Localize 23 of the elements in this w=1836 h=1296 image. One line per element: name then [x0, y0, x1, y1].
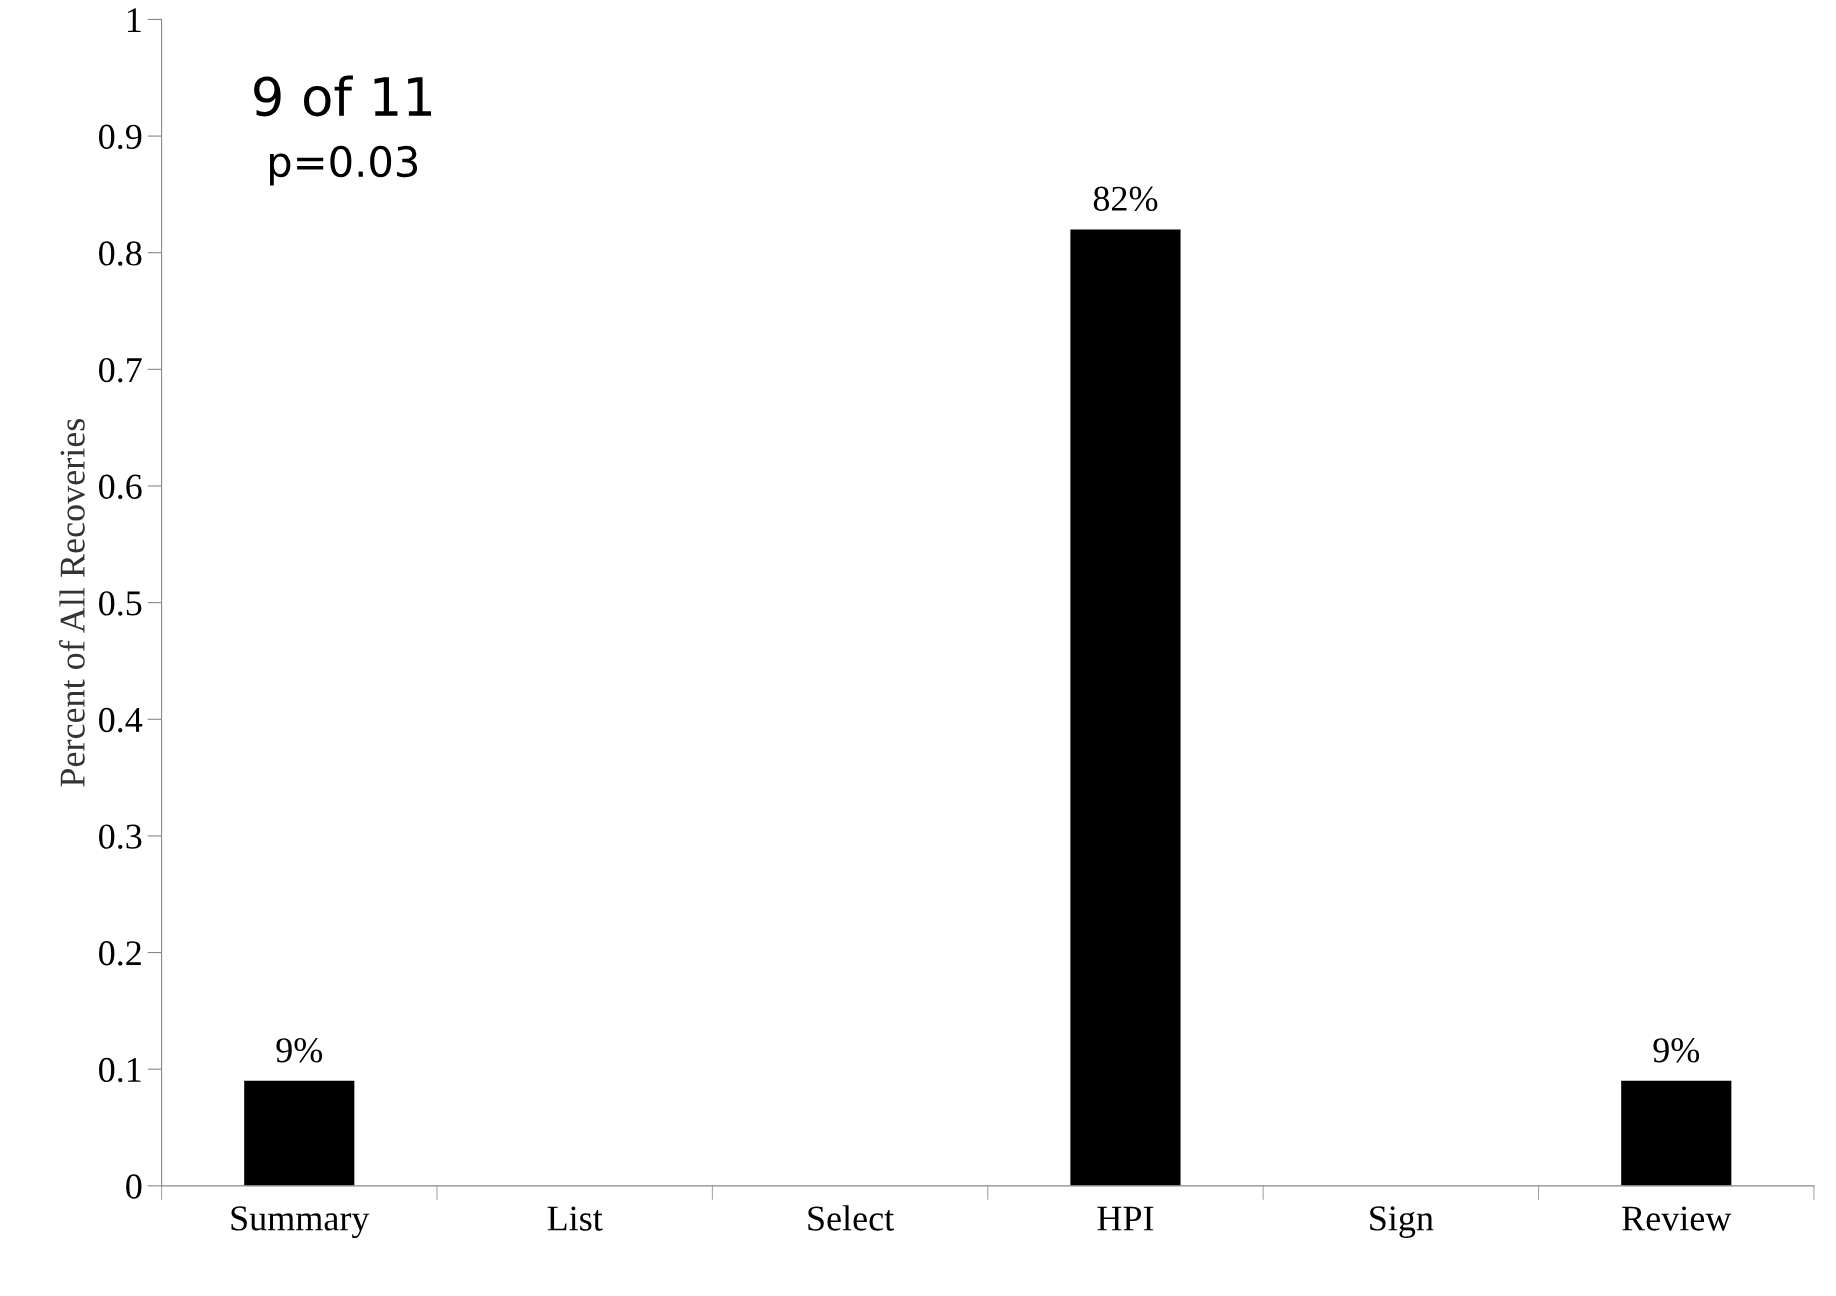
y-tick-label: 0.2 [99, 941, 141, 966]
y-tick-label: 0.1 [99, 1057, 141, 1083]
annotation: p=0.03 [270, 145, 418, 186]
x-tick-label: List [547, 1206, 603, 1231]
x-tick-label: Select [808, 1205, 894, 1231]
annotation: 9 of 11 [254, 75, 432, 117]
y-tick-label: 0.3 [99, 824, 142, 849]
y-tick-label: 0.6 [99, 474, 142, 500]
data-label: 82% [1093, 186, 1158, 212]
data-label: 9% [1653, 1038, 1700, 1063]
data-label: 9% [276, 1038, 323, 1063]
x-tick-label: Summary [231, 1206, 370, 1239]
y-tick-label: 0.7 [99, 357, 142, 383]
y-tick-label: 0.9 [99, 124, 142, 150]
y-tick-label: 1 [127, 8, 141, 32]
x-tick-label: Review [1622, 1206, 1732, 1231]
y-tick-label: 0.5 [99, 591, 142, 616]
x-tick-label: HPI [1097, 1206, 1154, 1231]
y-tick-label: 0 [126, 1174, 142, 1199]
y-axis-title: Percent of All Recoveries [59, 418, 85, 787]
y-tick-label: 0.8 [99, 241, 142, 266]
x-tick-label: Sign [1370, 1206, 1434, 1239]
y-tick-label: 0.4 [99, 707, 143, 733]
